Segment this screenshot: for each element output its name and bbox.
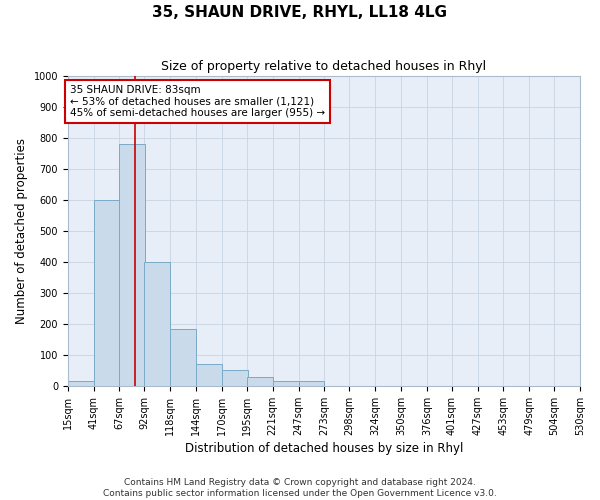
Text: Contains HM Land Registry data © Crown copyright and database right 2024.
Contai: Contains HM Land Registry data © Crown c… [103, 478, 497, 498]
Text: 35 SHAUN DRIVE: 83sqm
← 53% of detached houses are smaller (1,121)
45% of semi-d: 35 SHAUN DRIVE: 83sqm ← 53% of detached … [70, 85, 325, 118]
Bar [247, 376, 272, 386]
Text: 35, SHAUN DRIVE, RHYL, LL18 4LG: 35, SHAUN DRIVE, RHYL, LL18 4LG [152, 5, 448, 20]
Bar [222, 370, 248, 386]
Bar [272, 382, 299, 386]
Bar [94, 200, 119, 386]
Bar [196, 364, 222, 386]
Bar [299, 382, 325, 386]
Bar [145, 262, 170, 386]
Y-axis label: Number of detached properties: Number of detached properties [15, 138, 28, 324]
X-axis label: Distribution of detached houses by size in Rhyl: Distribution of detached houses by size … [185, 442, 463, 455]
Bar [68, 382, 94, 386]
Bar [119, 144, 145, 386]
Title: Size of property relative to detached houses in Rhyl: Size of property relative to detached ho… [161, 60, 487, 73]
Bar [170, 328, 196, 386]
